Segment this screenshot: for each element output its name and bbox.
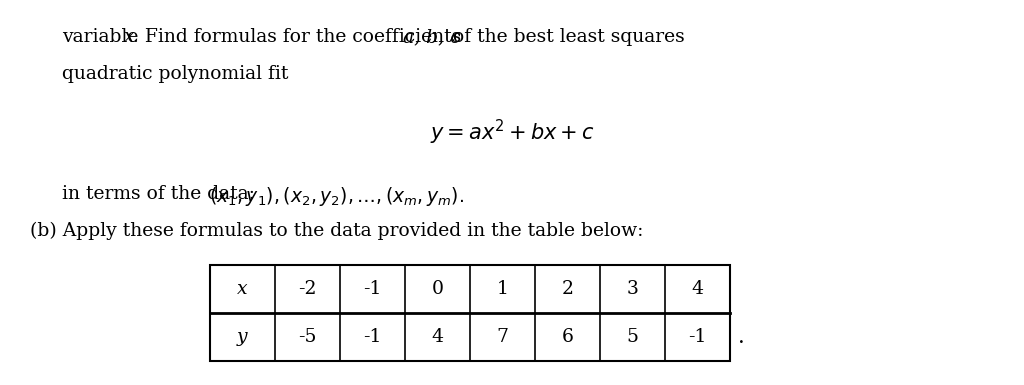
Text: 5: 5: [627, 328, 639, 346]
Bar: [210, 265, 730, 361]
Text: -1: -1: [364, 280, 382, 298]
Text: 3: 3: [627, 280, 638, 298]
Text: -1: -1: [688, 328, 707, 346]
Text: -1: -1: [364, 328, 382, 346]
Text: . Find formulas for the coefficients: . Find formulas for the coefficients: [133, 28, 467, 46]
Text: 6: 6: [561, 328, 573, 346]
Text: variable: variable: [62, 28, 144, 46]
Text: quadratic polynomial fit: quadratic polynomial fit: [62, 65, 289, 83]
Text: x: x: [124, 28, 134, 46]
Text: 4: 4: [691, 280, 703, 298]
Text: $y = ax^2 + bx + c$: $y = ax^2 + bx + c$: [430, 118, 594, 147]
Text: 4: 4: [431, 328, 443, 346]
Text: in terms of the data:: in terms of the data:: [62, 185, 261, 203]
Text: 7: 7: [497, 328, 509, 346]
Text: 0: 0: [431, 280, 443, 298]
Text: a, b, c: a, b, c: [403, 28, 461, 46]
Text: x: x: [238, 280, 248, 298]
Text: -2: -2: [298, 280, 316, 298]
Text: of the best least squares: of the best least squares: [447, 28, 685, 46]
Text: .: .: [738, 326, 744, 348]
Text: 1: 1: [497, 280, 509, 298]
Text: 2: 2: [561, 280, 573, 298]
Text: (b) Apply these formulas to the data provided in the table below:: (b) Apply these formulas to the data pro…: [30, 222, 643, 240]
Text: y: y: [238, 328, 248, 346]
Text: $(x_1, y_1), (x_2, y_2), \ldots, (x_m, y_m).$: $(x_1, y_1), (x_2, y_2), \ldots, (x_m, y…: [209, 185, 464, 208]
Text: -5: -5: [298, 328, 316, 346]
